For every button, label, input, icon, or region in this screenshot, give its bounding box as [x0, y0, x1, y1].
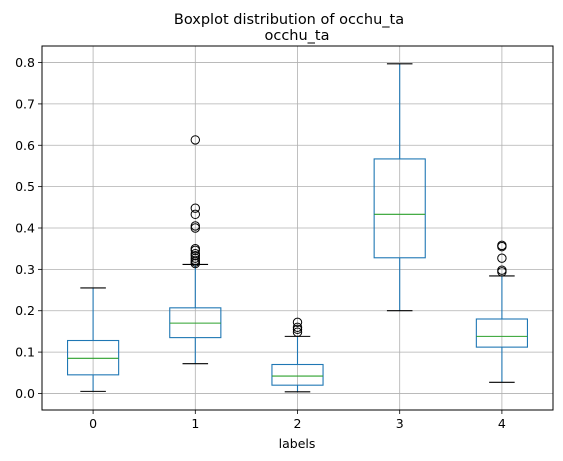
outlier-point: [497, 265, 507, 275]
outlier-point: [292, 317, 303, 328]
box-group: [475, 240, 529, 383]
iqr-box: [271, 363, 324, 386]
x-tick-label: 3: [396, 416, 404, 431]
tick-layer: 0.0 0.1 0.2 0.3 0.4 0.5 0.6 0.7 0.8 0 1 2 3 4: [15, 55, 506, 431]
outlier-point: [190, 221, 201, 231]
y-tick-label: 0.8: [15, 55, 35, 70]
iqr-box: [373, 158, 426, 259]
outlier-point: [497, 253, 507, 263]
y-tick-label: 0.6: [15, 138, 35, 153]
y-tick-label: 0.7: [15, 96, 35, 111]
box-group: [67, 287, 120, 392]
x-tick-label: 0: [89, 416, 97, 431]
x-tick-label: 1: [191, 416, 199, 431]
outlier-point: [190, 243, 201, 254]
y-tick-label: 0.4: [15, 221, 35, 236]
outlier-point: [497, 240, 507, 251]
y-tick-label: 0.2: [15, 303, 35, 318]
box-group: [271, 317, 324, 393]
x-tick-label: 2: [294, 416, 302, 431]
y-tick-label: 0.5: [15, 179, 35, 194]
y-tick-label: 0.3: [15, 262, 35, 277]
outlier-point: [190, 248, 201, 259]
outlier-point: [190, 253, 201, 263]
outlier-point: [190, 203, 201, 213]
outlier-point: [292, 322, 303, 332]
y-tick-label: 0.0: [15, 386, 35, 401]
box-group: [373, 63, 426, 312]
outlier-point: [292, 327, 303, 337]
box-group: [169, 135, 222, 365]
x-axis-label: labels: [279, 436, 316, 451]
outlier-point: [190, 209, 201, 220]
outlier-point: [190, 135, 201, 145]
iqr-box: [475, 318, 529, 348]
chart-suptitle: Boxplot distribution of occhu_ta: [174, 12, 404, 28]
iqr-box: [67, 339, 120, 376]
chart-title: occhu_ta: [264, 28, 329, 44]
y-tick-label: 0.1: [15, 345, 35, 360]
x-tick-label: 4: [498, 416, 506, 431]
box-layer: [67, 63, 529, 393]
